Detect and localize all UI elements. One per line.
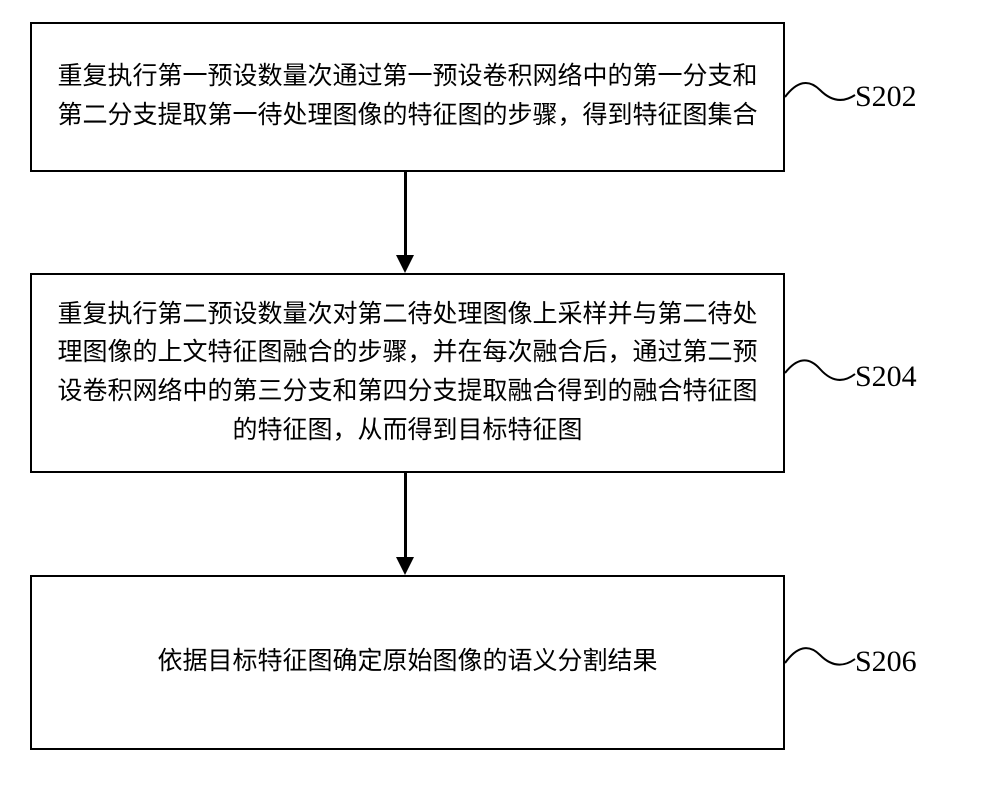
arrow-head-icon — [396, 255, 414, 273]
flowchart-canvas: 重复执行第一预设数量次通过第一预设卷积网络中的第一分支和第二分支提取第一待处理图… — [0, 0, 1000, 785]
flow-node-text: 依据目标特征图确定原始图像的语义分割结果 — [157, 643, 657, 682]
connector-curve-icon — [785, 65, 855, 125]
step-label-s206: S206 — [855, 645, 917, 679]
step-label-text: S202 — [855, 80, 917, 113]
flow-node-text: 重复执行第二预设数量次对第二待处理图像上采样并与第二待处理图像的上文特征图融合的… — [56, 296, 759, 451]
connector-curve-icon — [785, 344, 855, 404]
arrow-head-icon — [396, 557, 414, 575]
step-label-text: S204 — [855, 360, 917, 393]
flow-node-text: 重复执行第一预设数量次通过第一预设卷积网络中的第一分支和第二分支提取第一待处理图… — [56, 58, 759, 136]
flow-arrow — [404, 473, 407, 557]
flow-node-s206: 依据目标特征图确定原始图像的语义分割结果 — [30, 575, 785, 750]
connector-curve-icon — [785, 630, 855, 690]
flow-node-s202: 重复执行第一预设数量次通过第一预设卷积网络中的第一分支和第二分支提取第一待处理图… — [30, 22, 785, 172]
step-label-s204: S204 — [855, 360, 917, 394]
step-label-text: S206 — [855, 645, 917, 678]
flow-arrow — [404, 172, 407, 255]
flow-node-s204: 重复执行第二预设数量次对第二待处理图像上采样并与第二待处理图像的上文特征图融合的… — [30, 273, 785, 473]
step-label-s202: S202 — [855, 80, 917, 114]
